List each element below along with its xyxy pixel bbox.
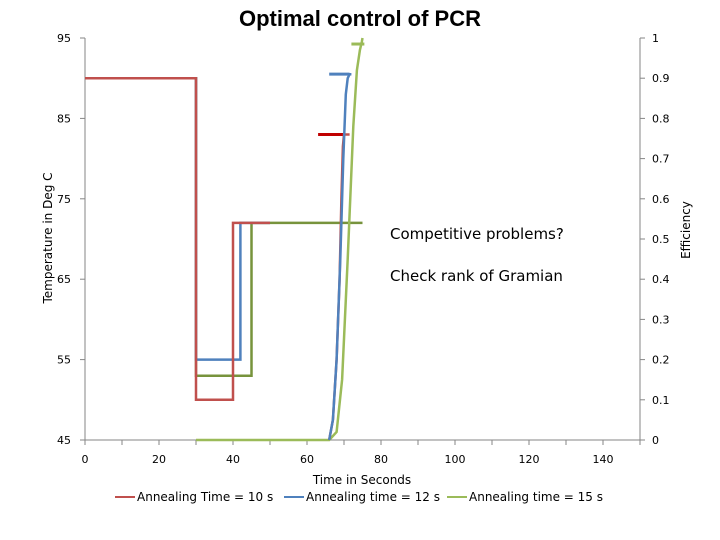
temperature-line-series-1 (85, 76, 270, 402)
legend-item-series-2: Annealing time = 12 s (284, 490, 440, 504)
temperature-line-series-2 (85, 76, 270, 361)
chart-legend: Annealing Time = 10 s Annealing time = 1… (0, 490, 720, 510)
legend-label-series-3: Annealing time = 15 s (469, 490, 603, 504)
legend-item-series-3: Annealing time = 15 s (447, 490, 603, 504)
x-tick-label: 100 (445, 453, 466, 466)
y2-tick-label: 0.4 (652, 273, 670, 286)
y-tick-label: 75 (57, 193, 71, 206)
y2-tick-label: 0.7 (652, 153, 670, 166)
legend-label-series-2: Annealing time = 12 s (306, 490, 440, 504)
y2-tick-label: 0.2 (652, 354, 670, 367)
x-tick-label: 140 (593, 453, 614, 466)
y-tick-label: 95 (57, 32, 71, 45)
y2-tick-label: 0 (652, 434, 659, 447)
x-axis-label: Time in Seconds (312, 473, 411, 487)
legend-swatch-series-2 (284, 496, 304, 498)
y2-tick-label: 0.9 (652, 72, 670, 85)
y2-tick-label: 0.1 (652, 394, 670, 407)
y-tick-label: 85 (57, 112, 71, 125)
y2-tick-label: 0.6 (652, 193, 670, 206)
x-tick-label: 20 (152, 453, 166, 466)
legend-item-series-1: Annealing Time = 10 s (115, 490, 273, 504)
x-tick-label: 0 (82, 453, 89, 466)
legend-label-series-1: Annealing Time = 10 s (137, 490, 274, 504)
x-tick-label: 120 (519, 453, 540, 466)
temperature-line-series-3 (85, 76, 363, 377)
y2-tick-label: 0.5 (652, 233, 670, 246)
y-tick-label: 55 (57, 354, 71, 367)
y2-axis-label: Efficiency (679, 201, 693, 259)
x-tick-label: 80 (374, 453, 388, 466)
annotation-competitive-problems: Competitive problems? (390, 225, 564, 243)
legend-swatch-series-1 (115, 496, 135, 498)
y2-tick-label: 0.3 (652, 313, 670, 326)
chart-title: Optimal control of PCR (239, 6, 481, 31)
legend-swatch-series-3 (447, 496, 467, 498)
efficiency-curve-series-3 (196, 37, 364, 442)
efficiency-curve-series-2 (327, 72, 352, 441)
x-tick-label: 60 (300, 453, 314, 466)
y2-tick-label: 1 (652, 32, 659, 45)
y2-tick-label: 0.8 (652, 112, 670, 125)
annotation-check-rank: Check rank of Gramian (390, 267, 563, 285)
y-tick-label: 65 (57, 273, 71, 286)
x-tick-label: 40 (226, 453, 240, 466)
y-tick-label: 45 (57, 434, 71, 447)
y-axis-label: Temperature in Deg C (41, 172, 55, 304)
